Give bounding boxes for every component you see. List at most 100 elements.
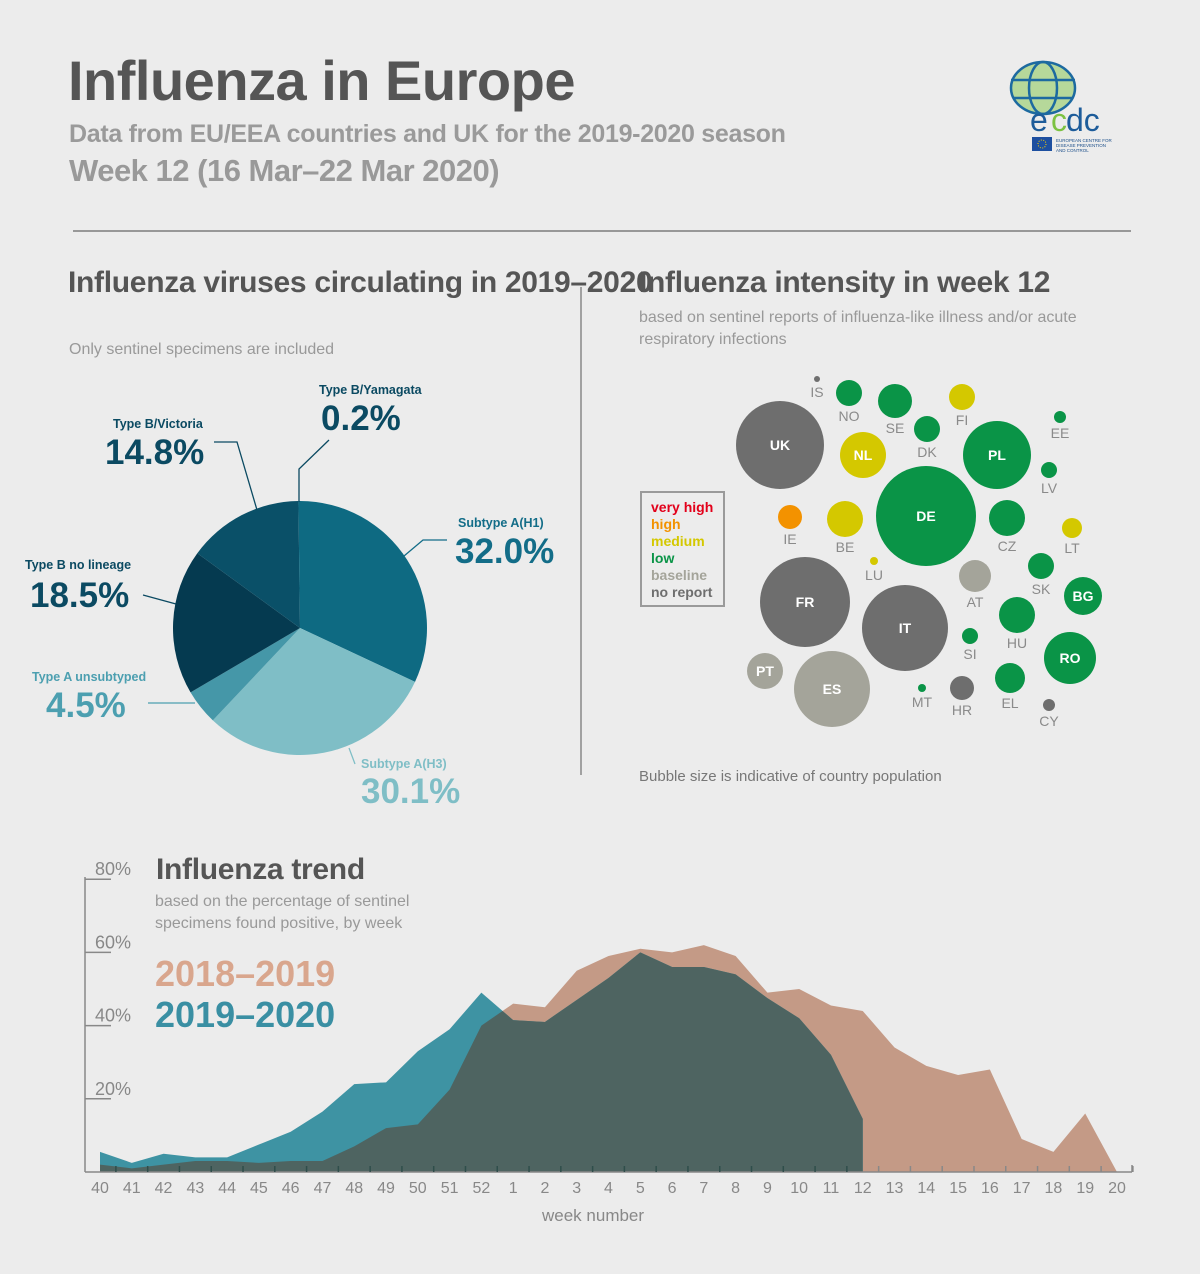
- legend-baseline: baseline: [651, 567, 708, 583]
- bubble-label-bg: BG: [1073, 588, 1094, 604]
- legend-high: high: [651, 516, 681, 532]
- x-tick-label: 7: [699, 1180, 708, 1197]
- bubble-label-it: IT: [899, 620, 912, 636]
- week-label: Week 12 (16 Mar–22 Mar 2020): [69, 153, 500, 188]
- bubble-ie: [778, 505, 802, 529]
- bubble-ro: [1044, 632, 1096, 684]
- bubble-dk: [914, 416, 940, 442]
- pie-slice-type-b-yamagata: [298, 501, 300, 628]
- bubble-es: [794, 651, 870, 727]
- bubble-label-dk: DK: [917, 444, 937, 460]
- svg-text:EUROPEAN CENTRE FOR: EUROPEAN CENTRE FOR: [1056, 138, 1113, 143]
- x-tick-label: 40: [91, 1180, 109, 1197]
- pie-chart: [173, 501, 427, 756]
- y-tick-label: 60%: [95, 932, 131, 952]
- pie-value-a-h1: 32.0%: [455, 532, 555, 571]
- svg-text:c: c: [1051, 102, 1067, 138]
- pie-label-a-unsubtyped: Type A unsubtyped: [32, 670, 147, 684]
- bubble-label-de: DE: [916, 508, 935, 524]
- x-tick-label: 43: [186, 1180, 204, 1197]
- pie-value-a-unsubtyped: 4.5%: [46, 686, 126, 725]
- pie-slice-type-b-no-lineage: [173, 553, 300, 693]
- bubble-lv: [1041, 462, 1057, 478]
- bubble-pt: [747, 653, 783, 689]
- bubble-hr: [950, 676, 974, 700]
- bubble-label-cy: CY: [1039, 713, 1059, 729]
- bubble-lu: [870, 557, 878, 565]
- x-tick-label: 46: [282, 1180, 300, 1197]
- pie-label-a-h1: Subtype A(H1): [458, 516, 544, 530]
- bubble-label-ie: IE: [783, 531, 796, 547]
- bubble-label-cz: CZ: [998, 538, 1017, 554]
- bubble-hu: [999, 597, 1035, 633]
- x-tick-label: 51: [441, 1180, 459, 1197]
- bubble-uk: [736, 401, 824, 489]
- x-tick-label: 15: [949, 1180, 967, 1197]
- x-axis-label: week number: [542, 1206, 645, 1225]
- bubble-at: [959, 560, 991, 592]
- bubble-sk: [1028, 553, 1054, 579]
- svg-text:dc: dc: [1066, 102, 1100, 138]
- bubble-label-si: SI: [963, 646, 976, 662]
- y-tick-label: 80%: [95, 859, 131, 879]
- x-tick-label: 18: [1045, 1180, 1063, 1197]
- bubble-be: [827, 501, 863, 537]
- bubble-is: [814, 376, 820, 382]
- x-tick-label: 11: [823, 1180, 840, 1197]
- bubble-chart: IS NO SE FI DK UK NL PL EE LV IE BE DE CZ LT LU AT SK BG FR…: [736, 376, 1102, 729]
- x-tick-label: 17: [1013, 1180, 1031, 1197]
- x-tick-label: 42: [155, 1180, 173, 1197]
- x-tick-label: 41: [123, 1180, 141, 1197]
- pie-value-a-h3: 30.1%: [361, 772, 461, 811]
- x-tick-label: 8: [731, 1180, 740, 1197]
- bubble-label-lt: LT: [1064, 540, 1080, 556]
- bubble-ee: [1054, 411, 1066, 423]
- trend-title: Influenza trend: [156, 853, 365, 886]
- area-overlap: [100, 952, 863, 1172]
- x-tick-label: 6: [668, 1180, 677, 1197]
- bubble-label-lu: LU: [865, 567, 883, 583]
- bubble-label-mt: MT: [912, 694, 933, 710]
- bubble-label-ro: RO: [1060, 650, 1081, 666]
- x-tick-label: 5: [636, 1180, 645, 1197]
- bubble-label-lv: LV: [1041, 480, 1058, 496]
- x-tick-label: 47: [314, 1180, 332, 1197]
- svg-text:DISEASE PREVENTION: DISEASE PREVENTION: [1056, 143, 1106, 148]
- bubble-label-se: SE: [886, 420, 905, 436]
- bubble-fi: [949, 384, 975, 410]
- bubble-mt: [918, 684, 926, 692]
- bubble-label-hu: HU: [1007, 635, 1027, 651]
- pie-slice-type-a-unsubtyped: [190, 628, 300, 721]
- trend-chart: 40 41 42 43 44 45 46 47 48 49 50 51 52 1 2 3 4 5 6 7 8 9 10 11 1…: [84, 859, 1134, 1197]
- pie-slice-subtype-a-h3-: [212, 628, 416, 756]
- x-tick-label: 44: [218, 1180, 236, 1197]
- x-tick-label: 1: [509, 1180, 518, 1197]
- bubble-it: [862, 585, 948, 671]
- x-tick-label: 3: [572, 1180, 581, 1197]
- pie-title: Influenza viruses circulating in 2019–20…: [68, 266, 653, 299]
- intensity-legend: very high high medium low baseline no re…: [640, 491, 725, 607]
- bubble-el: [995, 663, 1025, 693]
- x-tick-label: 48: [345, 1180, 363, 1197]
- legend-2019-2020: 2019–2020: [155, 994, 336, 1035]
- x-tick-label: 45: [250, 1180, 268, 1197]
- bubble-se: [878, 384, 912, 418]
- legend-very-high: very high: [651, 499, 714, 515]
- pie-subtitle: Only sentinel specimens are included: [69, 341, 335, 358]
- bubble-fr: [760, 557, 850, 647]
- bubble-si: [962, 628, 978, 644]
- bubble-label-pl: PL: [988, 447, 1006, 463]
- bubble-cz: [989, 500, 1025, 536]
- x-tick-label: 19: [1076, 1180, 1094, 1197]
- bubble-label-be: BE: [836, 539, 855, 555]
- svg-text:e: e: [1030, 102, 1048, 138]
- bubble-cy: [1043, 699, 1055, 711]
- x-tick-label: 50: [409, 1180, 427, 1197]
- x-tick-label: 52: [472, 1180, 490, 1197]
- bubble-label-el: EL: [1001, 695, 1018, 711]
- bubble-label-hr: HR: [952, 702, 972, 718]
- x-tick-label: 10: [790, 1180, 808, 1197]
- bubble-label-nl: NL: [854, 447, 873, 463]
- bubble-pl: [963, 421, 1031, 489]
- legend-low: low: [651, 550, 675, 566]
